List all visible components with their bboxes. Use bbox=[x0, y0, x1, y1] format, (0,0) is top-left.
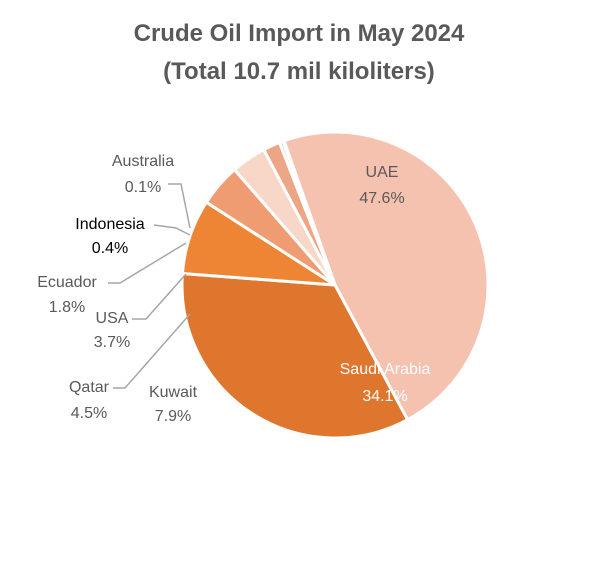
pie-slice-australia bbox=[281, 139, 337, 287]
slice-label-ecuador: Ecuador bbox=[37, 274, 97, 291]
slice-label-usa: USA bbox=[96, 310, 129, 327]
slice-value-label-usa: 3.7% bbox=[94, 334, 130, 351]
leader-line-indonesia bbox=[153, 224, 191, 236]
slice-value-label-qatar: 4.5% bbox=[71, 405, 107, 422]
chart-subtitle: (Total 10.7 mil kiloliters) bbox=[163, 58, 435, 85]
chart-title: Crude Oil Import in May 2024 bbox=[133, 20, 465, 47]
slice-value-label-kuwait: 7.9% bbox=[155, 408, 191, 425]
slice-label-qatar: Qatar bbox=[69, 379, 110, 396]
slice-value-label-ecuador: 1.8% bbox=[49, 299, 85, 316]
leader-line-australia bbox=[168, 183, 191, 229]
slice-label-uae: UAE bbox=[366, 164, 399, 181]
slice-label-saudi-arabia: Saudi Arabia bbox=[340, 361, 431, 378]
slice-value-label-saudi-arabia: 34.1% bbox=[362, 388, 407, 405]
slice-value-label-indonesia: 0.4% bbox=[92, 240, 128, 257]
leader-line-usa bbox=[132, 273, 187, 320]
pie-slice-uae bbox=[282, 130, 490, 422]
leader-line-ecuador bbox=[108, 242, 187, 284]
slice-label-kuwait: Kuwait bbox=[149, 384, 198, 401]
leader-line-qatar bbox=[113, 313, 191, 389]
slice-label-indonesia: Indonesia bbox=[75, 216, 144, 233]
slice-value-label-australia: 0.1% bbox=[125, 179, 161, 196]
pie-slice-saudi-arabia bbox=[180, 271, 410, 440]
slice-value-label-uae: 47.6% bbox=[359, 190, 404, 207]
slice-label-australia: Australia bbox=[112, 153, 174, 170]
